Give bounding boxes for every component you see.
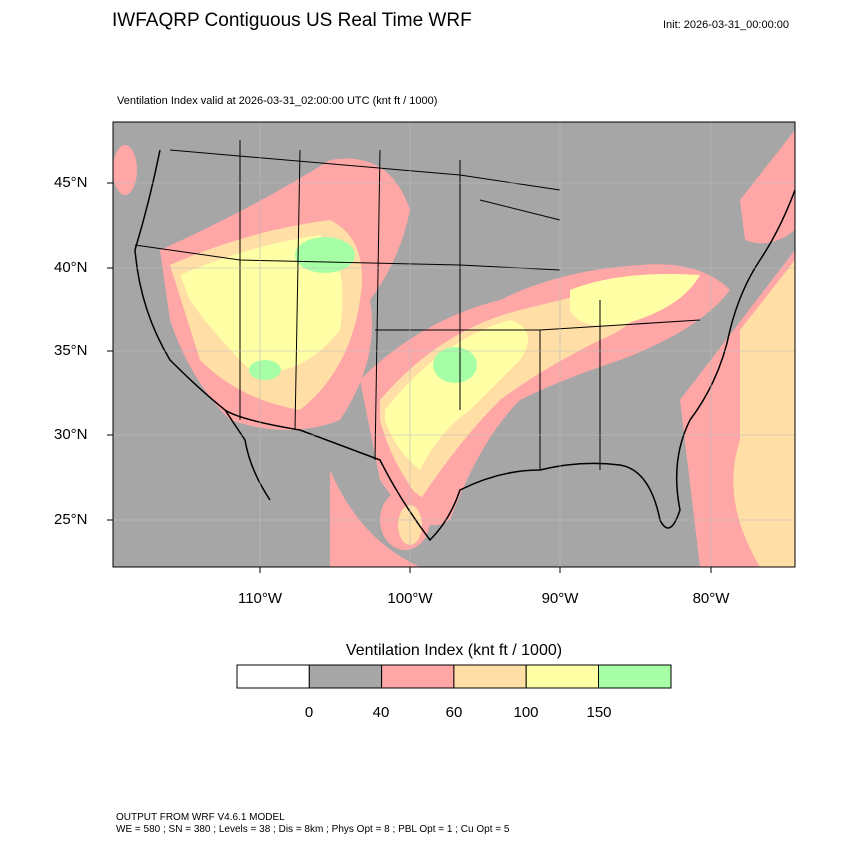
colorbar-label: 40	[372, 704, 390, 721]
colorbar-box-3	[453, 664, 527, 689]
colorbar-box-5	[598, 664, 672, 689]
field-orange-plains	[380, 280, 650, 500]
field-green-az	[249, 360, 281, 380]
colorbar-label: 60	[445, 704, 463, 721]
field-yellow-ohio-valley	[570, 274, 700, 326]
colorbar-box-0	[236, 664, 310, 689]
lat-label: 45°N	[54, 174, 88, 191]
field-green-wyoming	[295, 237, 355, 273]
lon-label: 110°W	[237, 590, 283, 607]
lon-label: 100°W	[387, 590, 433, 607]
coastline	[134, 149, 795, 542]
init-time: Init: 2026-03-31_00:00:00	[663, 19, 789, 31]
colorbar	[236, 664, 672, 689]
field-orange-ocean-se	[733, 260, 795, 567]
graticule	[113, 122, 795, 567]
lat-label: 25°N	[54, 511, 88, 528]
lat-label: 40°N	[54, 259, 88, 276]
colorbar-title: Ventilation Index (knt ft / 1000)	[345, 642, 563, 659]
colorbar-label: 0	[304, 704, 314, 721]
field-yellow-plains	[385, 320, 528, 470]
field-pink-plains	[360, 264, 730, 525]
lat-label: 35°N	[54, 342, 88, 359]
colorbar-label: 150	[586, 704, 612, 721]
plot-title: IWFAQRP Contiguous US Real Time WRF	[112, 10, 472, 31]
axis-ticks	[107, 182, 712, 573]
colorbar-label: 100	[513, 704, 539, 721]
map-frame	[112, 121, 796, 568]
lon-label: 80°W	[692, 590, 730, 607]
field-pink-pacific	[113, 145, 137, 195]
lat-label: 30°N	[54, 426, 88, 443]
lon-label: 90°W	[541, 590, 579, 607]
field-pink-gulf-mexico	[330, 470, 420, 567]
colorbar-box-1	[308, 664, 383, 689]
colorbar-box-2	[381, 664, 455, 689]
field-green-oklahoma	[433, 347, 477, 383]
field-pink-ne-ocean	[740, 130, 795, 244]
colorbar-box-4	[525, 664, 600, 689]
footer-model: OUTPUT FROM WRF V4.6.1 MODEL	[116, 812, 285, 823]
state-borders	[134, 140, 701, 470]
plot-subtitle: Ventilation Index valid at 2026-03-31_02…	[117, 95, 438, 107]
footer-config: WE = 580 ; SN = 380 ; Levels = 38 ; Dis …	[116, 824, 510, 835]
field-yellow-west	[180, 235, 343, 372]
